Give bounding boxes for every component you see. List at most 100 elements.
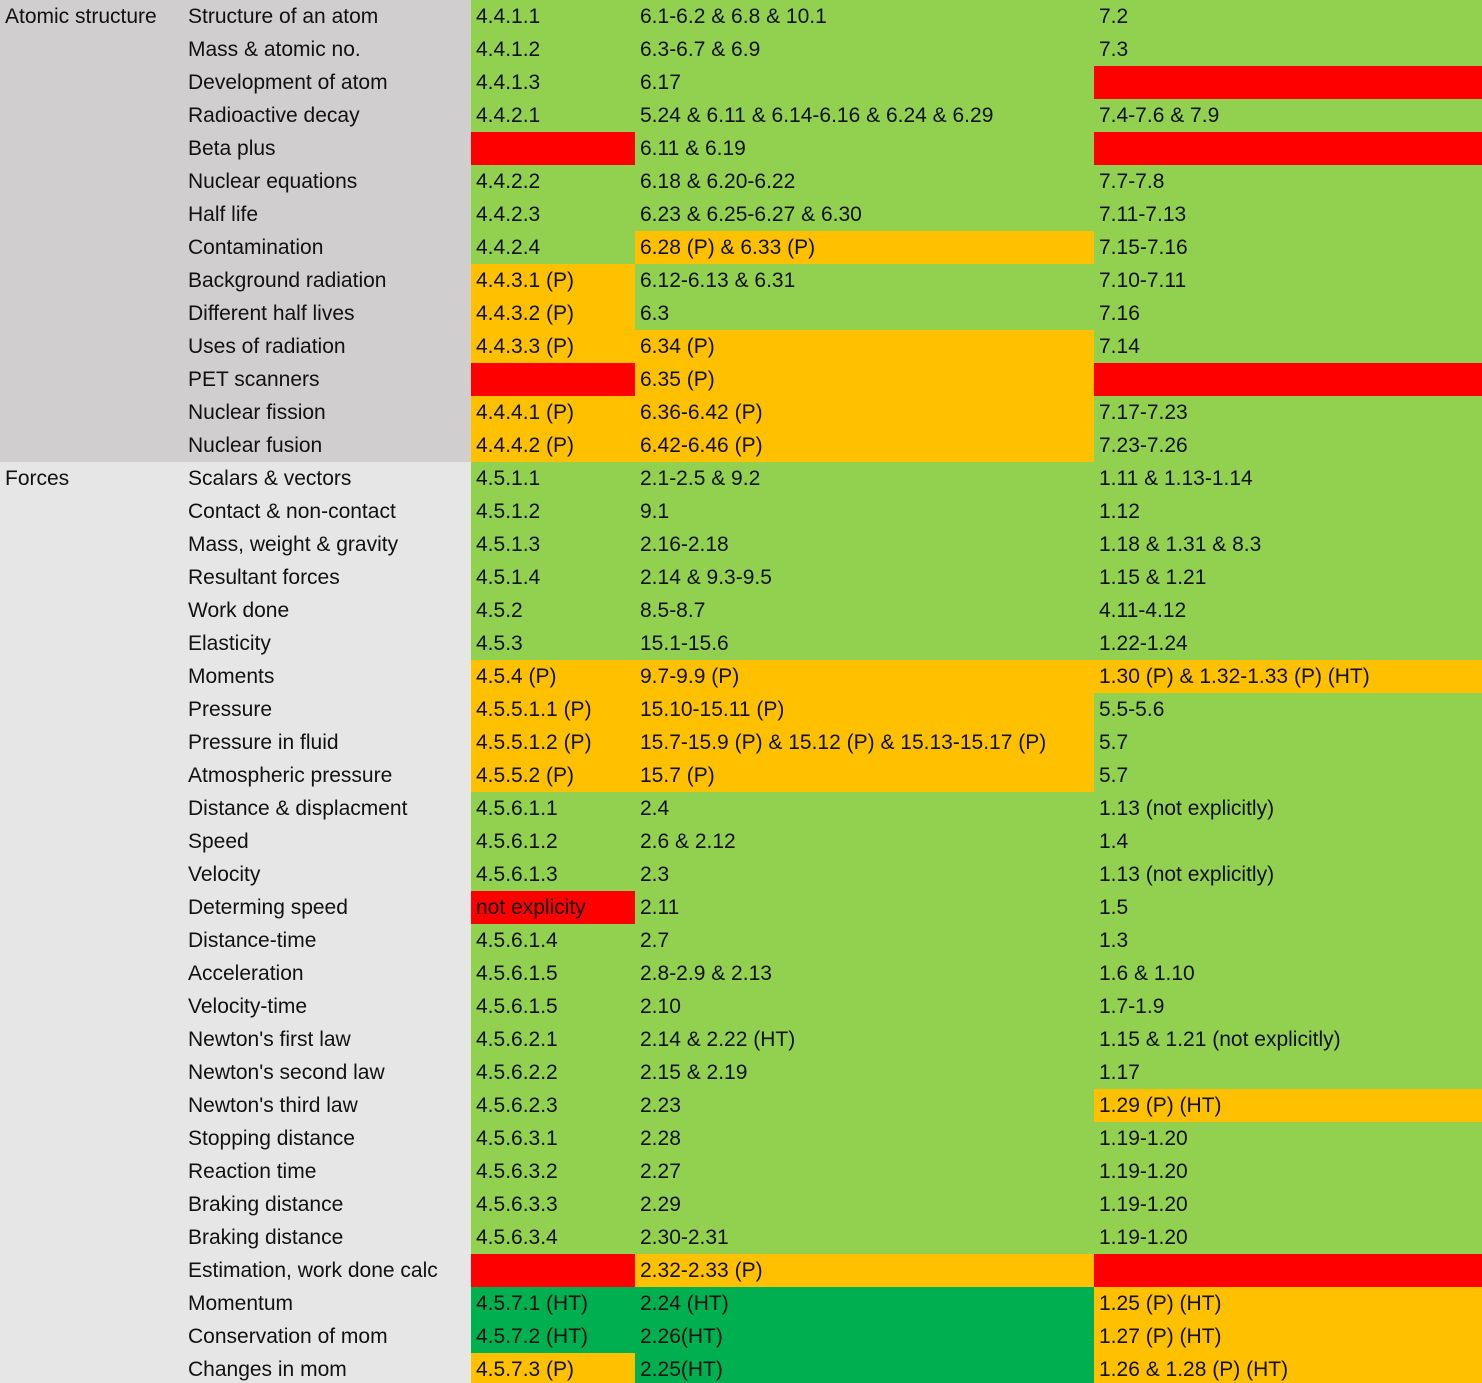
status-cell: 7.7-7.8 xyxy=(1094,165,1482,198)
group-cell xyxy=(0,363,183,396)
status-cell: 4.5.6.2.2 xyxy=(471,1056,635,1089)
status-cell: 4.5.6.3.1 xyxy=(471,1122,635,1155)
group-cell xyxy=(0,726,183,759)
status-cell: 7.3 xyxy=(1094,33,1482,66)
status-cell: 2.29 xyxy=(635,1188,1094,1221)
status-cell: 2.27 xyxy=(635,1155,1094,1188)
topic-cell: Determing speed xyxy=(183,891,471,924)
status-cell: 2.8-2.9 & 2.13 xyxy=(635,957,1094,990)
status-cell xyxy=(471,132,635,165)
status-cell: 4.5.6.3.2 xyxy=(471,1155,635,1188)
topic-cell: Structure of an atom xyxy=(183,0,471,33)
status-cell: 1.22-1.24 xyxy=(1094,627,1482,660)
status-cell: 4.4.2.1 xyxy=(471,99,635,132)
status-cell: 6.23 & 6.25-6.27 & 6.30 xyxy=(635,198,1094,231)
status-cell: 1.29 (P) (HT) xyxy=(1094,1089,1482,1122)
status-cell: 15.7-15.9 (P) & 15.12 (P) & 15.13-15.17 … xyxy=(635,726,1094,759)
status-cell: 4.4.4.1 (P) xyxy=(471,396,635,429)
status-cell: 2.7 xyxy=(635,924,1094,957)
status-cell: 2.16-2.18 xyxy=(635,528,1094,561)
status-cell: 4.4.1.3 xyxy=(471,66,635,99)
group-cell xyxy=(0,1155,183,1188)
status-cell: 4.5.7.1 (HT) xyxy=(471,1287,635,1320)
status-cell: 6.11 & 6.19 xyxy=(635,132,1094,165)
status-cell: 2.6 & 2.12 xyxy=(635,825,1094,858)
status-cell: 6.36-6.42 (P) xyxy=(635,396,1094,429)
group-cell: Atomic structure xyxy=(0,0,183,33)
status-cell: 6.3 xyxy=(635,297,1094,330)
status-cell: 4.5.7.3 (P) xyxy=(471,1353,635,1383)
status-cell: 1.19-1.20 xyxy=(1094,1221,1482,1254)
topic-cell: Distance-time xyxy=(183,924,471,957)
status-cell xyxy=(1094,132,1482,165)
status-cell: 4.5.1.3 xyxy=(471,528,635,561)
group-cell xyxy=(0,1353,183,1383)
status-cell: 9.7-9.9 (P) xyxy=(635,660,1094,693)
status-cell: 4.5.6.2.3 xyxy=(471,1089,635,1122)
status-cell: 2.4 xyxy=(635,792,1094,825)
topic-cell: Moments xyxy=(183,660,471,693)
status-cell: 1.18 & 1.31 & 8.3 xyxy=(1094,528,1482,561)
status-cell: 4.11-4.12 xyxy=(1094,594,1482,627)
group-cell xyxy=(0,198,183,231)
status-cell: 1.7-1.9 xyxy=(1094,990,1482,1023)
topic-cell: Resultant forces xyxy=(183,561,471,594)
topic-cell: Velocity-time xyxy=(183,990,471,1023)
status-cell: 1.5 xyxy=(1094,891,1482,924)
status-cell: 5.7 xyxy=(1094,759,1482,792)
group-cell xyxy=(0,528,183,561)
status-cell: 6.18 & 6.20-6.22 xyxy=(635,165,1094,198)
status-cell: 4.4.3.2 (P) xyxy=(471,297,635,330)
status-cell: 6.1-6.2 & 6.8 & 10.1 xyxy=(635,0,1094,33)
status-cell: 4.4.4.2 (P) xyxy=(471,429,635,462)
status-cell: 7.14 xyxy=(1094,330,1482,363)
group-cell xyxy=(0,330,183,363)
status-cell: 7.16 xyxy=(1094,297,1482,330)
topic-cell: Stopping distance xyxy=(183,1122,471,1155)
status-cell: 6.17 xyxy=(635,66,1094,99)
status-cell: 8.5-8.7 xyxy=(635,594,1094,627)
topic-cell: Half life xyxy=(183,198,471,231)
topic-cell: Braking distance xyxy=(183,1221,471,1254)
status-cell: 15.7 (P) xyxy=(635,759,1094,792)
status-cell: 7.4-7.6 & 7.9 xyxy=(1094,99,1482,132)
status-cell: 4.4.3.3 (P) xyxy=(471,330,635,363)
status-cell: 4.5.6.1.5 xyxy=(471,957,635,990)
status-cell xyxy=(1094,1254,1482,1287)
topic-cell: Nuclear fission xyxy=(183,396,471,429)
group-cell xyxy=(0,660,183,693)
status-cell: 4.5.6.1.4 xyxy=(471,924,635,957)
status-cell: 2.32-2.33 (P) xyxy=(635,1254,1094,1287)
topic-cell: Scalars & vectors xyxy=(183,462,471,495)
group-cell xyxy=(0,924,183,957)
topic-cell: Mass & atomic no. xyxy=(183,33,471,66)
group-cell xyxy=(0,99,183,132)
group-cell xyxy=(0,1122,183,1155)
status-cell xyxy=(1094,66,1482,99)
group-cell xyxy=(0,396,183,429)
group-cell xyxy=(0,132,183,165)
status-cell: 1.19-1.20 xyxy=(1094,1155,1482,1188)
status-cell: 4.5.5.2 (P) xyxy=(471,759,635,792)
topic-cell: Braking distance xyxy=(183,1188,471,1221)
status-cell: 2.10 xyxy=(635,990,1094,1023)
status-cell: 7.2 xyxy=(1094,0,1482,33)
topic-cell: PET scanners xyxy=(183,363,471,396)
group-cell xyxy=(0,1188,183,1221)
status-cell: 7.15-7.16 xyxy=(1094,231,1482,264)
topic-cell: Estimation, work done calc xyxy=(183,1254,471,1287)
topic-cell: Uses of radiation xyxy=(183,330,471,363)
topic-cell: Pressure in fluid xyxy=(183,726,471,759)
status-cell: 1.15 & 1.21 xyxy=(1094,561,1482,594)
status-cell: 15.10-15.11 (P) xyxy=(635,693,1094,726)
status-cell: 2.23 xyxy=(635,1089,1094,1122)
status-cell: 1.27 (P) (HT) xyxy=(1094,1320,1482,1353)
topic-cell: Changes in mom xyxy=(183,1353,471,1383)
status-cell: 1.13 (not explicitly) xyxy=(1094,792,1482,825)
group-cell xyxy=(0,1023,183,1056)
status-cell: 1.17 xyxy=(1094,1056,1482,1089)
status-cell: 2.14 & 2.22 (HT) xyxy=(635,1023,1094,1056)
group-cell xyxy=(0,1254,183,1287)
status-cell: 2.28 xyxy=(635,1122,1094,1155)
status-cell xyxy=(1094,363,1482,396)
